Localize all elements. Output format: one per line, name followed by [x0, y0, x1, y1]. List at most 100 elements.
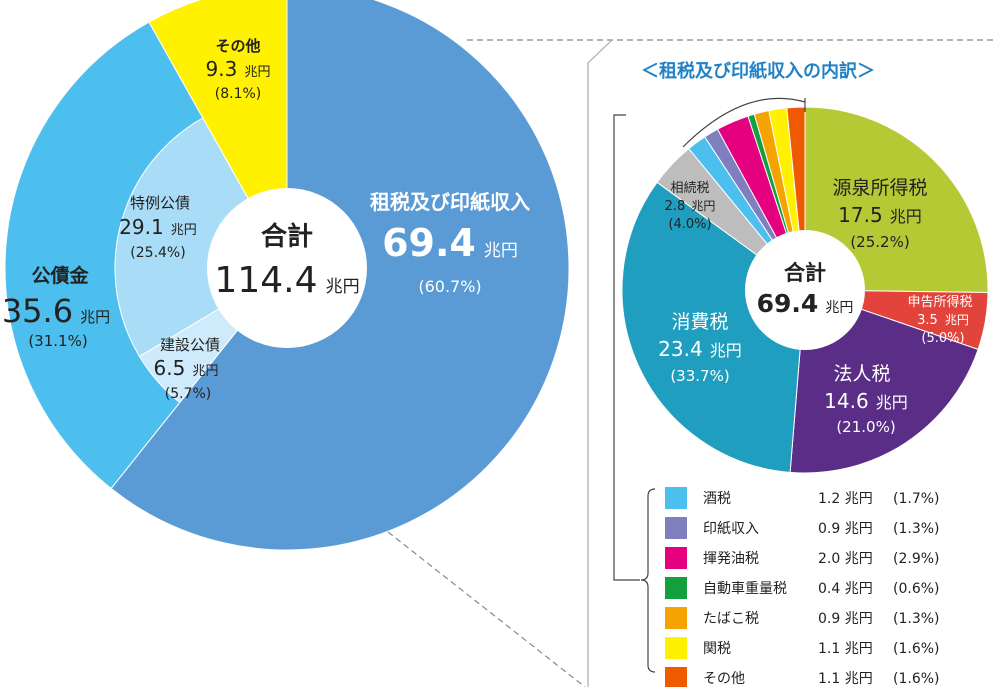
- left-bracket-line: [613, 114, 640, 581]
- legend-item: 酒税 1.2 兆円 (1.7%): [665, 487, 940, 509]
- legend-pct: (2.9%): [893, 551, 940, 567]
- label-special-bond-unit: 兆円: [171, 223, 197, 238]
- right-slice-3: [621, 181, 806, 473]
- label-consumption-unit: 兆円: [710, 341, 742, 360]
- legend-pct: (1.3%): [893, 521, 940, 537]
- label-consumption-value-line: 23.4 兆円: [658, 337, 742, 361]
- label-self-assessed-value-line: 3.5 兆円: [917, 309, 969, 328]
- label-tax-revenue-name: 租税及び印紙収入: [370, 190, 530, 214]
- legend-value: 1.1 兆円: [818, 671, 873, 687]
- label-construction-bond-name: 建設公債: [160, 336, 220, 354]
- legend-swatch: [665, 577, 687, 599]
- legend-item: 自動車重量税 0.4 兆円 (0.6%): [665, 577, 940, 599]
- legend-item: 関税 1.1 兆円 (1.6%): [665, 637, 940, 659]
- label-other-pct: (8.1%): [215, 86, 262, 102]
- legend-swatch: [665, 487, 687, 509]
- label-special-bond-value: 29.1: [119, 215, 164, 239]
- label-withholding-unit: 兆円: [890, 207, 922, 226]
- legend-name: 自動車重量税: [703, 580, 787, 597]
- label-special-bond-pct: (25.4%): [130, 245, 185, 261]
- label-withholding-name: 源泉所得税: [832, 177, 927, 199]
- label-tax-revenue-value-line: 69.4 兆円: [382, 221, 518, 265]
- label-bond-unit: 兆円: [80, 308, 110, 326]
- label-inheritance-value: 2.8: [665, 199, 686, 214]
- label-bond-value: 35.6: [2, 292, 73, 330]
- legend-value: 0.9 兆円: [818, 521, 873, 537]
- legend-curly-brace: [640, 488, 656, 673]
- left-center-hole: [207, 188, 367, 348]
- left-total-unit: 兆円: [326, 277, 360, 297]
- right-total-value: 69.4: [757, 289, 819, 318]
- legend-pct: (1.6%): [893, 671, 940, 687]
- label-corporate-name: 法人税: [833, 363, 890, 385]
- left-total-label: 合計: [261, 221, 313, 252]
- legend-swatch: [665, 667, 687, 687]
- label-other-value: 9.3: [206, 57, 238, 81]
- legend-name: その他: [703, 671, 745, 687]
- legend-swatch: [665, 607, 687, 629]
- label-consumption-name: 消費税: [671, 311, 728, 333]
- connector-bottom: [387, 531, 586, 687]
- label-inheritance-name: 相続税: [670, 181, 709, 196]
- label-construction-bond-value: 6.5: [154, 356, 186, 380]
- label-self-assessed-value: 3.5: [917, 313, 938, 328]
- label-other-unit: 兆円: [244, 65, 270, 80]
- legend-swatch: [665, 517, 687, 539]
- label-special-bond-value-line: 29.1 兆円: [119, 215, 197, 239]
- label-withholding-value: 17.5: [838, 203, 883, 227]
- label-consumption-pct: (33.7%): [670, 367, 729, 385]
- label-withholding-value-line: 17.5 兆円: [838, 203, 922, 227]
- legend-pct: (1.7%): [893, 491, 940, 507]
- label-other-name: その他: [215, 37, 260, 55]
- legend-name: 揮発油税: [703, 551, 759, 567]
- legend-name: 印紙収入: [703, 521, 759, 537]
- label-bond-name: 公債金: [31, 264, 89, 287]
- label-bond-pct: (31.1%): [28, 332, 87, 350]
- label-construction-bond-pct: (5.7%): [165, 386, 212, 402]
- left-inner-slice-1: [114, 117, 288, 358]
- left-total-value-line: 114.4 兆円: [214, 260, 359, 301]
- label-self-assessed-name: 申告所得税: [907, 294, 972, 310]
- legend-item: 揮発油税 2.0 兆円 (2.9%): [665, 547, 940, 569]
- legend-name: 酒税: [703, 491, 731, 507]
- right-panel-border: [587, 39, 613, 687]
- legend-name: たばこ税: [703, 611, 759, 627]
- label-construction-bond-value-line: 6.5 兆円: [154, 356, 219, 380]
- legend-item: その他 1.1 兆円 (1.6%): [665, 667, 940, 687]
- label-tax-revenue-value: 69.4: [382, 221, 476, 265]
- right-chart-title: ＜租税及び印紙収入の内訳＞: [641, 60, 875, 82]
- right-total-unit: 兆円: [825, 300, 853, 316]
- legend-pct: (1.6%): [893, 641, 940, 657]
- right-center-hole: [745, 230, 865, 350]
- label-inheritance-pct: (4.0%): [668, 217, 711, 232]
- legend-pct: (1.3%): [893, 611, 940, 627]
- label-self-assessed-unit: 兆円: [945, 313, 969, 327]
- legend-value: 1.2 兆円: [818, 491, 873, 507]
- legend-swatch: [665, 637, 687, 659]
- label-withholding-pct: (25.2%): [850, 233, 909, 251]
- legend-value: 1.1 兆円: [818, 641, 873, 657]
- label-self-assessed-pct: (5.0%): [921, 331, 964, 346]
- label-bond-value-line: 35.6 兆円: [2, 292, 110, 330]
- label-inheritance-value-line: 2.8 兆円: [665, 195, 716, 214]
- label-corporate-value-line: 14.6 兆円: [824, 389, 908, 413]
- label-construction-bond-unit: 兆円: [192, 364, 218, 379]
- label-corporate-unit: 兆円: [876, 393, 908, 412]
- legend-pct: (0.6%): [893, 581, 940, 597]
- label-other-value-line: 9.3 兆円: [206, 57, 271, 81]
- right-total-label: 合計: [784, 261, 826, 285]
- small-slices-arc-bracket: [682, 97, 806, 148]
- legend-item: たばこ税 0.9 兆円 (1.3%): [665, 607, 940, 629]
- label-special-bond-name: 特例公債: [130, 194, 190, 212]
- right-slice-0: [804, 106, 989, 293]
- label-corporate-value: 14.6: [824, 389, 869, 413]
- right-total-value-line: 69.4 兆円: [757, 289, 854, 318]
- legend-swatch: [665, 547, 687, 569]
- legend-value: 0.9 兆円: [818, 611, 873, 627]
- legend-name: 関税: [703, 641, 731, 657]
- left-total-value: 114.4: [214, 260, 317, 301]
- label-tax-revenue-pct: (60.7%): [418, 277, 481, 296]
- label-inheritance-unit: 兆円: [691, 199, 715, 213]
- label-tax-revenue-unit: 兆円: [484, 241, 518, 261]
